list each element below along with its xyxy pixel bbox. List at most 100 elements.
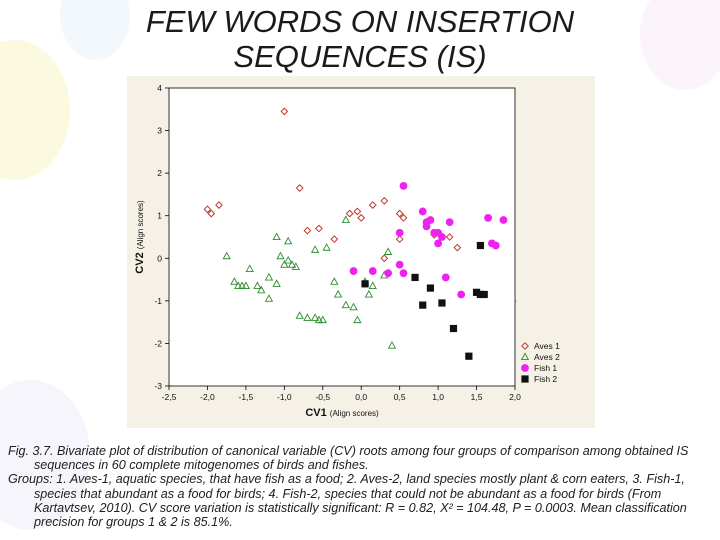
y-tick-label: 2 [157, 168, 162, 178]
x-tick-label: 2,0 [509, 392, 521, 402]
data-points [203, 107, 508, 360]
point-fish-1 [399, 182, 408, 190]
point-fish-1 [434, 239, 443, 248]
point-aves-2 [303, 313, 312, 321]
point-fish-2 [449, 324, 458, 333]
legend-label-fish-2: Fish 2 [534, 374, 557, 384]
point-fish-1 [418, 207, 427, 216]
y-tick-label: -2 [154, 338, 162, 348]
chart-axes: -2,5 -2,0 -1,5 -1,0 -0,5 0,0 0,5 1,0 1,5 2,0 -3 -2 -… [134, 83, 521, 419]
point-fish-1 [499, 216, 508, 224]
point-fish-1 [426, 216, 435, 224]
point-aves-2 [330, 277, 339, 285]
point-aves-1 [395, 209, 404, 218]
point-aves-1 [203, 205, 212, 214]
slide-title: FEW WORDS ON INSERTION SEQUENCES (IS) [145, 4, 575, 74]
point-aves-2 [322, 243, 331, 251]
point-aves-1 [399, 213, 408, 222]
point-aves-2 [276, 251, 285, 260]
y-tick-label: 4 [157, 83, 162, 93]
legend-marker-fish-2 [521, 375, 529, 383]
legend-marker-fish-1 [521, 364, 529, 372]
point-fish-2 [472, 288, 481, 296]
point-aves-2 [364, 289, 374, 298]
point-fish-1 [399, 269, 408, 278]
balloon-decoration-left [0, 40, 70, 180]
point-fish-1 [434, 228, 443, 237]
point-fish-1 [368, 267, 377, 275]
legend-marker-aves-2 [520, 352, 530, 361]
y-tick-label: 0 [157, 253, 162, 263]
x-tick-label: 0,0 [355, 392, 367, 402]
point-fish-2 [480, 290, 488, 299]
point-aves-2 [245, 264, 254, 272]
legend-marker-aves-1 [521, 342, 529, 350]
point-aves-2 [291, 262, 301, 270]
point-aves-2 [287, 260, 297, 268]
point-fish-2 [411, 273, 419, 282]
point-fish-1 [395, 228, 404, 237]
point-aves-1 [357, 213, 366, 222]
point-fish-1 [457, 290, 466, 299]
point-fish-1 [395, 260, 404, 269]
legend-label-aves-2: Aves 2 [534, 352, 560, 362]
point-aves-2 [264, 272, 274, 281]
point-aves-2 [310, 313, 320, 321]
point-aves-1 [303, 226, 312, 235]
point-aves-2 [257, 285, 266, 294]
caption-figure-text: Fig. 3.7. Bivariate plot of distribution… [8, 444, 689, 473]
point-fish-1 [484, 213, 492, 222]
point-aves-2 [264, 294, 274, 302]
point-fish-1 [445, 218, 454, 227]
point-aves-2 [230, 277, 239, 285]
caption-groups-text: Groups: 1. Aves-1, aquatic species, that… [8, 472, 687, 530]
y-tick-label: 3 [157, 126, 162, 136]
point-fish-1 [349, 267, 358, 275]
point-aves-1 [315, 224, 323, 233]
point-aves-1 [395, 235, 404, 244]
point-aves-2 [368, 281, 377, 290]
point-aves-2 [310, 245, 320, 253]
point-aves-1 [215, 201, 223, 209]
point-fish-2 [476, 241, 484, 250]
point-fish-1 [422, 222, 431, 231]
point-aves-2 [284, 255, 293, 264]
point-aves-2 [353, 315, 362, 324]
chart-panel: -2,5 -2,0 -1,5 -1,0 -0,5 0,0 0,5 1,0 1,5 2,0 -3 -2 -… [127, 76, 595, 428]
y-tick-label: -1 [154, 296, 162, 306]
point-fish-2 [361, 280, 369, 288]
x-tick-label: -1,0 [277, 392, 292, 402]
legend-label-aves-1: Aves 1 [534, 341, 560, 351]
figure-caption: Fig. 3.7. Bivariate plot of distribution… [8, 444, 714, 529]
point-aves-2 [333, 289, 343, 298]
y-axis-title: CV2 (Align scores) [134, 200, 146, 274]
x-tick-label: 1,5 [471, 392, 483, 402]
plot-area [168, 87, 516, 387]
point-aves-2 [253, 281, 262, 290]
point-aves-1 [453, 243, 462, 252]
point-aves-2 [241, 281, 251, 290]
x-tick-label: -1,5 [239, 392, 254, 402]
point-aves-1 [330, 235, 339, 244]
point-aves-2 [222, 251, 231, 260]
point-aves-2 [272, 232, 281, 241]
point-fish-1 [384, 269, 393, 278]
point-aves-2 [295, 311, 304, 319]
point-fish-2 [438, 299, 446, 307]
point-aves-2 [280, 260, 289, 268]
point-aves-2 [272, 279, 281, 287]
y-tick-label: -3 [154, 381, 162, 391]
x-tick-label: 0,5 [394, 392, 406, 402]
x-tick-label: -2,0 [200, 392, 215, 402]
point-fish-2 [476, 290, 484, 299]
scatter-chart: -2,5 -2,0 -1,5 -1,0 -0,5 0,0 0,5 1,0 1,5 2,0 -3 -2 -… [134, 83, 560, 419]
y-tick-label: 1 [157, 211, 162, 221]
point-aves-1 [445, 233, 454, 241]
x-axis-title: CV1 (Align scores) [305, 407, 379, 419]
point-fish-2 [465, 352, 473, 360]
x-tick-label: 1,0 [432, 392, 444, 402]
point-aves-2 [318, 315, 327, 324]
balloon-decoration-right [640, 0, 720, 90]
point-aves-1 [345, 209, 354, 218]
